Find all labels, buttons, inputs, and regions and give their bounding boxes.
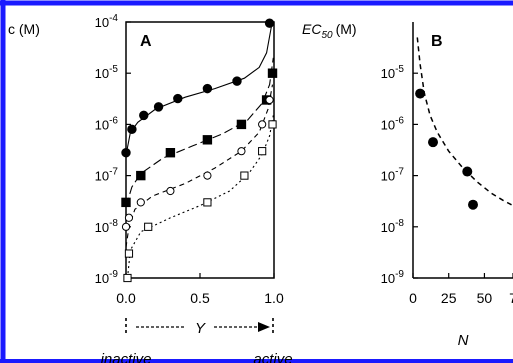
- panel-a-series-1-point-1: [136, 170, 146, 181]
- panel-b-point-2: [462, 166, 473, 177]
- panel-a-series-3-point-4: [240, 171, 249, 180]
- panel-a-series-0-point-0: [121, 148, 131, 158]
- panel-a-plot-frame: [125, 21, 275, 279]
- panel-a-series-3-point-5: [258, 147, 267, 156]
- panel-a-series-0-point-5: [202, 83, 213, 94]
- panel-a-series-0-point-4: [173, 93, 183, 104]
- panel-a-xtick-label-1: 0.5: [190, 290, 210, 306]
- panel-a-series-3-curve: [126, 115, 274, 279]
- panel-a-series-2-point-7: [265, 95, 274, 105]
- panel-b: EC50(M) B 10-510-610-710-810-9 025507 N: [302, 21, 513, 349]
- annotation-inactive: inactive: [101, 351, 152, 363]
- panel-a-ytick-label-3: 10-7: [95, 167, 119, 184]
- panel-a-ytick-label-0: 10-4: [95, 13, 119, 30]
- panel-a-xtick-label-0: 0.0: [116, 290, 136, 306]
- panel-a-series-3-point-0: [123, 273, 132, 283]
- panel-b-xtick-label-1: 25: [441, 290, 457, 306]
- panel-a-series-2-point-3: [166, 186, 175, 196]
- panel-a-series-1-point-3: [202, 135, 213, 145]
- panel-b-xtick-label-2: 50: [477, 290, 493, 306]
- panel-b-xtick-label-3: 7: [509, 290, 513, 306]
- panel-a-series-3-point-6: [268, 120, 277, 129]
- panel-b-xtick-label-0: 0: [409, 290, 417, 306]
- panel-a-ytick-label-2: 10-6: [95, 115, 119, 132]
- panel-b-ylabel-main: EC: [302, 21, 322, 37]
- panel-a-series-2-point-0: [121, 222, 131, 231]
- panel-b-ytick-label-0: 10-5: [381, 64, 405, 81]
- panel-b-point-1: [428, 137, 438, 148]
- annotation-active: active: [253, 351, 292, 363]
- arrow-head-icon: [258, 322, 270, 332]
- panel-b-fit-curve: [416, 37, 513, 207]
- panel-b-ylabel: EC50 (M): [302, 21, 357, 41]
- panel-a-series-0-point-3: [153, 102, 164, 112]
- panel-b-ytick-label-3: 10-8: [381, 218, 405, 235]
- panel-a-series-2-point-6: [258, 120, 267, 129]
- panel-b-ytick-label-4: 10-9: [381, 269, 405, 286]
- panel-a-label: A: [140, 33, 152, 50]
- panel-b-ytick-label-2: 10-7: [381, 167, 405, 184]
- panel-a-ytick-label-1: 10-5: [95, 64, 119, 81]
- panel-b-ytick-label-1: 10-6: [381, 115, 405, 132]
- panel-b-point-3: [468, 199, 478, 210]
- panel-b-label: B: [431, 33, 443, 50]
- panel-a-ytick-label-4: 10-8: [95, 218, 119, 235]
- panel-a-series-2-point-2: [136, 198, 145, 207]
- panel-a-series-1-point-2: [165, 148, 176, 158]
- panel-a-series-1-point-0: [121, 197, 131, 208]
- panel-a-xtick-label-2: 1.0: [264, 290, 284, 306]
- panel-a-series-1-point-6: [267, 68, 278, 78]
- panel-a-ylabel: c (M): [8, 21, 40, 37]
- panel-a-series-3-point-3: [203, 198, 212, 207]
- panel-a-series-3-point-1: [124, 249, 134, 258]
- panel-b-ylabel-sub: 50: [321, 30, 333, 41]
- panel-a-series-0-point-1: [127, 124, 137, 135]
- panel-a-series-0-point-6: [232, 76, 242, 86]
- panel-a-series-1-point-4: [236, 119, 247, 130]
- panel-a-xlabel: Y: [195, 320, 206, 337]
- panel-a-series-1-curve: [125, 57, 274, 207]
- panel-a-series-2-point-5: [237, 147, 246, 156]
- panel-a-series-0-point-2: [139, 110, 149, 121]
- panel-b-xlabel: N: [458, 332, 469, 349]
- panel-a-series-2-point-4: [203, 171, 212, 180]
- panel-a-ytick-label-5: 10-9: [95, 269, 119, 286]
- panel-b-ylabel-unit: (M): [336, 21, 357, 37]
- panel-a-series-2-point-1: [124, 213, 134, 222]
- panel-b-point-0: [415, 88, 426, 99]
- panel-a-series-3-point-2: [144, 222, 153, 231]
- panel-a-series-0-point-7: [264, 18, 275, 28]
- panel-a: c (M) A 10-4 10-5 10-6 10-7 10-8 10-9 0.0 0.5 1…: [8, 13, 293, 363]
